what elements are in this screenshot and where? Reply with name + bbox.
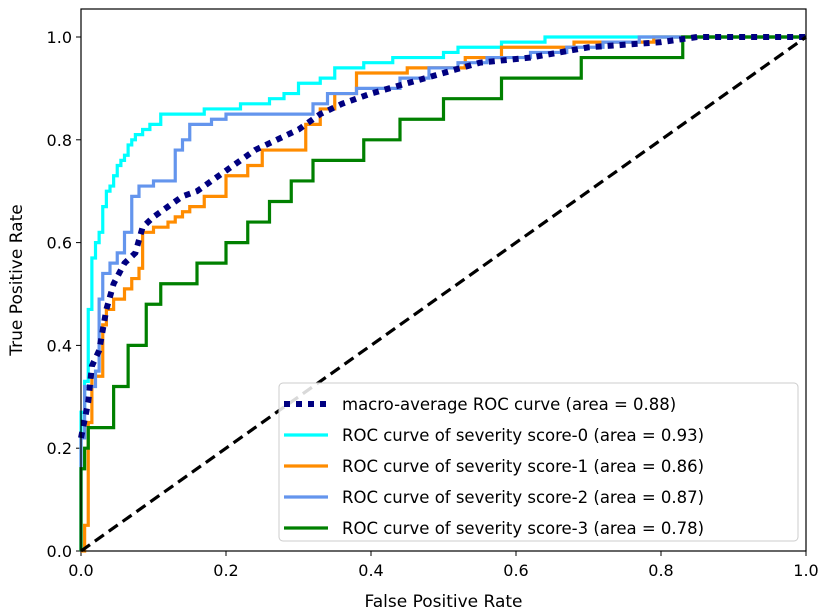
legend-label: ROC curve of severity score-3 (area = 0.…: [342, 519, 704, 538]
series-line-1: [79, 35, 806, 551]
axis-ticks: [76, 36, 807, 556]
x-tick-label: 0.2: [213, 561, 238, 580]
legend-label: ROC curve of severity score-1 (area = 0.…: [342, 457, 704, 476]
series-line-3: [79, 35, 806, 551]
x-tick-label: 0.4: [358, 561, 383, 580]
y-tick-label: 0.2: [47, 439, 72, 458]
y-tick-label: 0.8: [47, 131, 72, 150]
y-tick-label: 0.4: [47, 336, 72, 355]
legend: macro-average ROC curve (area = 0.88) ROC…: [278, 382, 799, 542]
x-tick-label: 0.6: [503, 561, 528, 580]
y-axis-label: True Positive Rate: [7, 204, 27, 356]
tick-labels: 0.0 0.2 0.4 0.6 0.8 1.0 0.0 0.2 0.4 0.6 0.8 1.0: [47, 28, 819, 580]
legend-label: ROC curve of severity score-2 (area = 0.…: [342, 488, 704, 507]
plot-frame: [80, 8, 807, 552]
x-tick-label: 0.0: [68, 561, 93, 580]
series-line-4: [79, 35, 806, 551]
x-axis-label: False Positive Rate: [365, 592, 523, 612]
y-tick-label: 0.0: [47, 542, 72, 561]
y-tick-label: 1.0: [47, 28, 72, 47]
x-tick-label: 1.0: [793, 561, 818, 580]
legend-label: ROC curve of severity score-0 (area = 0.…: [342, 426, 704, 445]
y-tick-label: 0.6: [47, 234, 72, 253]
roc-curves: [78, 34, 807, 553]
x-tick-label: 0.8: [648, 561, 673, 580]
legend-label: macro-average ROC curve (area = 0.88): [342, 395, 676, 414]
series-line-5: [80, 35, 807, 553]
legend-box: [278, 382, 799, 542]
